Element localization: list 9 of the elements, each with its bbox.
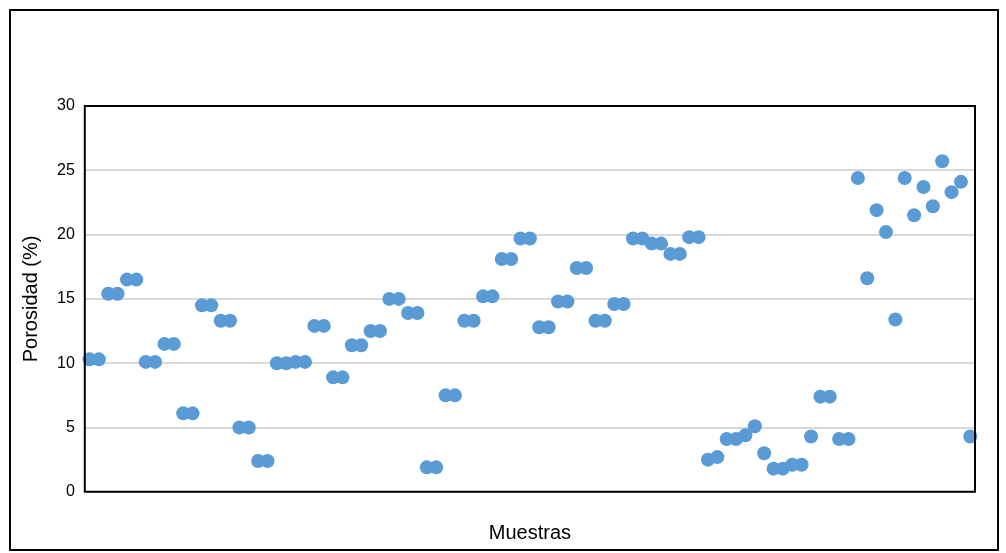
y-tick-label: 15 <box>57 289 75 307</box>
y-tick-label: 0 <box>65 482 75 500</box>
y-tick-label: 20 <box>57 225 75 243</box>
y-tick-label: 5 <box>65 417 75 435</box>
y-tick-label: 10 <box>57 353 75 371</box>
y-axis-title: Porosidad (%) <box>18 235 41 363</box>
y-tick-label: 25 <box>57 160 75 178</box>
y-tick-label: 30 <box>57 96 75 114</box>
x-axis-title: Muestras <box>488 520 572 543</box>
